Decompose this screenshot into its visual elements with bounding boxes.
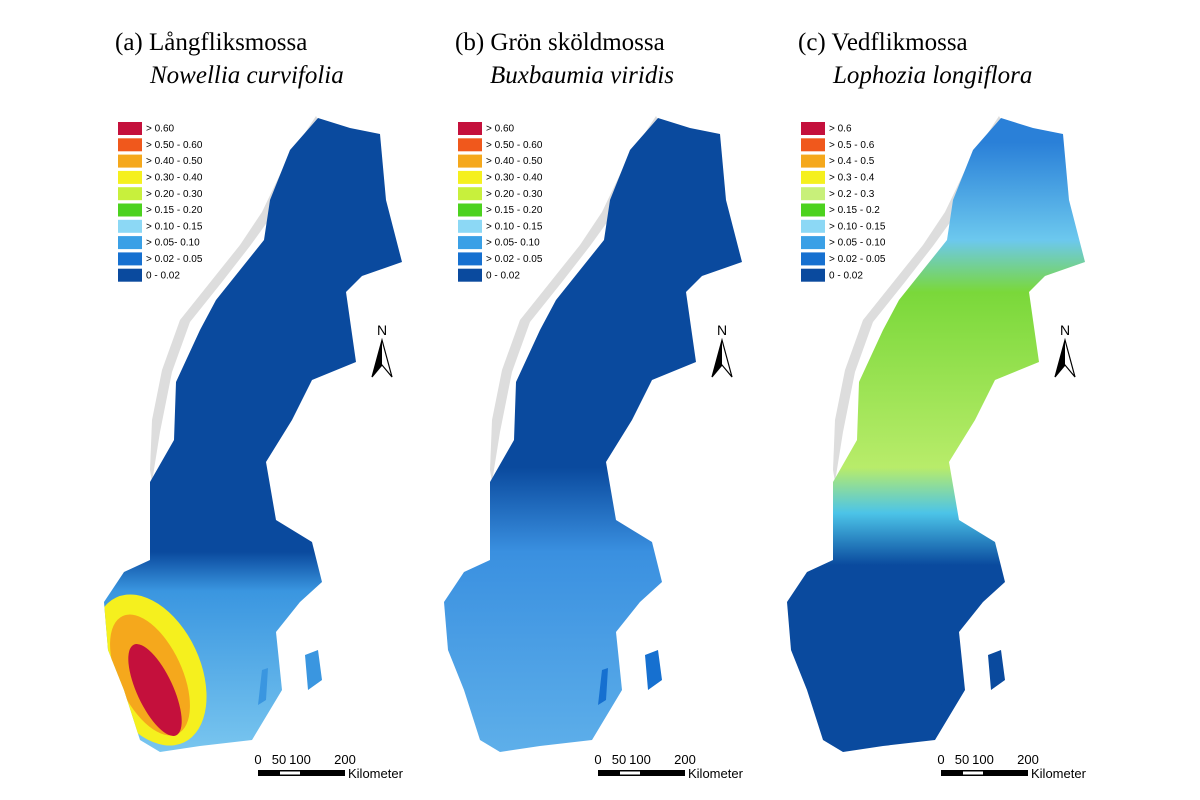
species-name: Nowellia curvifolia (149, 62, 344, 89)
legend-label: > 0.50 - 0.60 (146, 140, 203, 151)
legend-swatch (801, 252, 825, 266)
legend-swatch (458, 219, 482, 233)
legend-swatch (458, 154, 482, 168)
legend-label: > 0.15 - 0.20 (146, 205, 203, 216)
legend-swatch (801, 236, 825, 250)
legend-label: > 0.2 - 0.3 (829, 189, 875, 200)
panel-title: (c) Vedflikmossa (798, 29, 968, 56)
legend-swatch (801, 268, 825, 282)
legend-swatch (118, 138, 142, 152)
legend-label: > 0.30 - 0.40 (486, 173, 543, 184)
legend-label: > 0.30 - 0.40 (146, 173, 203, 184)
north-label: N (717, 322, 727, 338)
north-label: N (1060, 322, 1070, 338)
legend-swatch (458, 236, 482, 250)
legend-label: > 0.15 - 0.20 (486, 205, 543, 216)
legend-label: > 0.15 - 0.2 (829, 205, 880, 216)
legend-swatch (118, 122, 142, 135)
scale-label: 200 (674, 752, 696, 767)
legend-label: > 0.05 - 0.10 (829, 238, 886, 249)
legend-label: > 0.02 - 0.05 (146, 254, 203, 265)
scale-unit: Kilometer (688, 766, 744, 781)
north-arrow-fill (1055, 340, 1065, 377)
panel-title: (a) Långfliksmossa (115, 29, 307, 56)
legend-label: > 0.20 - 0.30 (146, 189, 203, 200)
legend-swatch (118, 170, 142, 184)
scale-label: 50 (955, 752, 969, 767)
scale-label: 100 (629, 752, 651, 767)
scale-label: 200 (334, 752, 356, 767)
legend-label: > 0.60 (146, 124, 175, 135)
scale-label: 50 (272, 752, 286, 767)
scale-unit: Kilometer (1031, 766, 1087, 781)
legend-label: > 0.50 - 0.60 (486, 140, 543, 151)
legend-label: 0 - 0.02 (146, 270, 180, 281)
species-name: Buxbaumia viridis (490, 62, 674, 89)
scale-label: 0 (594, 752, 601, 767)
scale-bar (258, 770, 345, 776)
legend-swatch (458, 138, 482, 152)
legend-swatch (801, 170, 825, 184)
legend-swatch (118, 252, 142, 266)
legend-swatch (801, 203, 825, 217)
legend-label: > 0.10 - 0.15 (829, 221, 886, 232)
legend-swatch (118, 187, 142, 201)
species-name: Lophozia longiflora (832, 62, 1032, 89)
legend-label: > 0.20 - 0.30 (486, 189, 543, 200)
legend-label: > 0.10 - 0.15 (146, 221, 203, 232)
scale-bar (598, 770, 685, 776)
legend-label: > 0.3 - 0.4 (829, 173, 875, 184)
legend-label: > 0.10 - 0.15 (486, 221, 543, 232)
north-label: N (377, 322, 387, 338)
scale-bar-white (620, 771, 640, 775)
legend-label: > 0.02 - 0.05 (829, 254, 886, 265)
legend-label: > 0.60 (486, 124, 515, 135)
legend-label: > 0.6 (829, 124, 852, 135)
legend-swatch (118, 203, 142, 217)
legend-swatch (458, 252, 482, 266)
legend-swatch (801, 154, 825, 168)
legend-label: 0 - 0.02 (829, 270, 863, 281)
legend-swatch (801, 219, 825, 233)
scale-label: 0 (254, 752, 261, 767)
legend-swatch (458, 187, 482, 201)
legend-label: > 0.5 - 0.6 (829, 140, 875, 151)
legend-swatch (118, 268, 142, 282)
north-arrow-fill (372, 340, 382, 377)
legend-swatch (458, 170, 482, 184)
scale-bar (941, 770, 1028, 776)
legend-swatch (458, 268, 482, 282)
panel-title: (b) Grön sköldmossa (455, 29, 665, 56)
scale-label: 100 (289, 752, 311, 767)
legend-swatch (118, 219, 142, 233)
legend-swatch (801, 187, 825, 201)
scale-label: 100 (972, 752, 994, 767)
scale-bar-white (280, 771, 300, 775)
scale-label: 0 (937, 752, 944, 767)
legend-label: > 0.40 - 0.50 (486, 156, 543, 167)
legend-swatch (458, 122, 482, 135)
legend-swatch (801, 138, 825, 152)
legend-label: 0 - 0.02 (486, 270, 520, 281)
legend-swatch (118, 154, 142, 168)
scale-label: 200 (1017, 752, 1039, 767)
legend-swatch (458, 203, 482, 217)
legend-label: > 0.05- 0.10 (146, 238, 200, 249)
legend-label: > 0.02 - 0.05 (486, 254, 543, 265)
legend-swatch (801, 122, 825, 135)
legend-label: > 0.05- 0.10 (486, 238, 540, 249)
scale-unit: Kilometer (348, 766, 404, 781)
scale-label: 50 (612, 752, 626, 767)
scale-bar-white (963, 771, 983, 775)
legend-swatch (118, 236, 142, 250)
legend-label: > 0.4 - 0.5 (829, 156, 875, 167)
north-arrow-fill (712, 340, 722, 377)
legend-label: > 0.40 - 0.50 (146, 156, 203, 167)
